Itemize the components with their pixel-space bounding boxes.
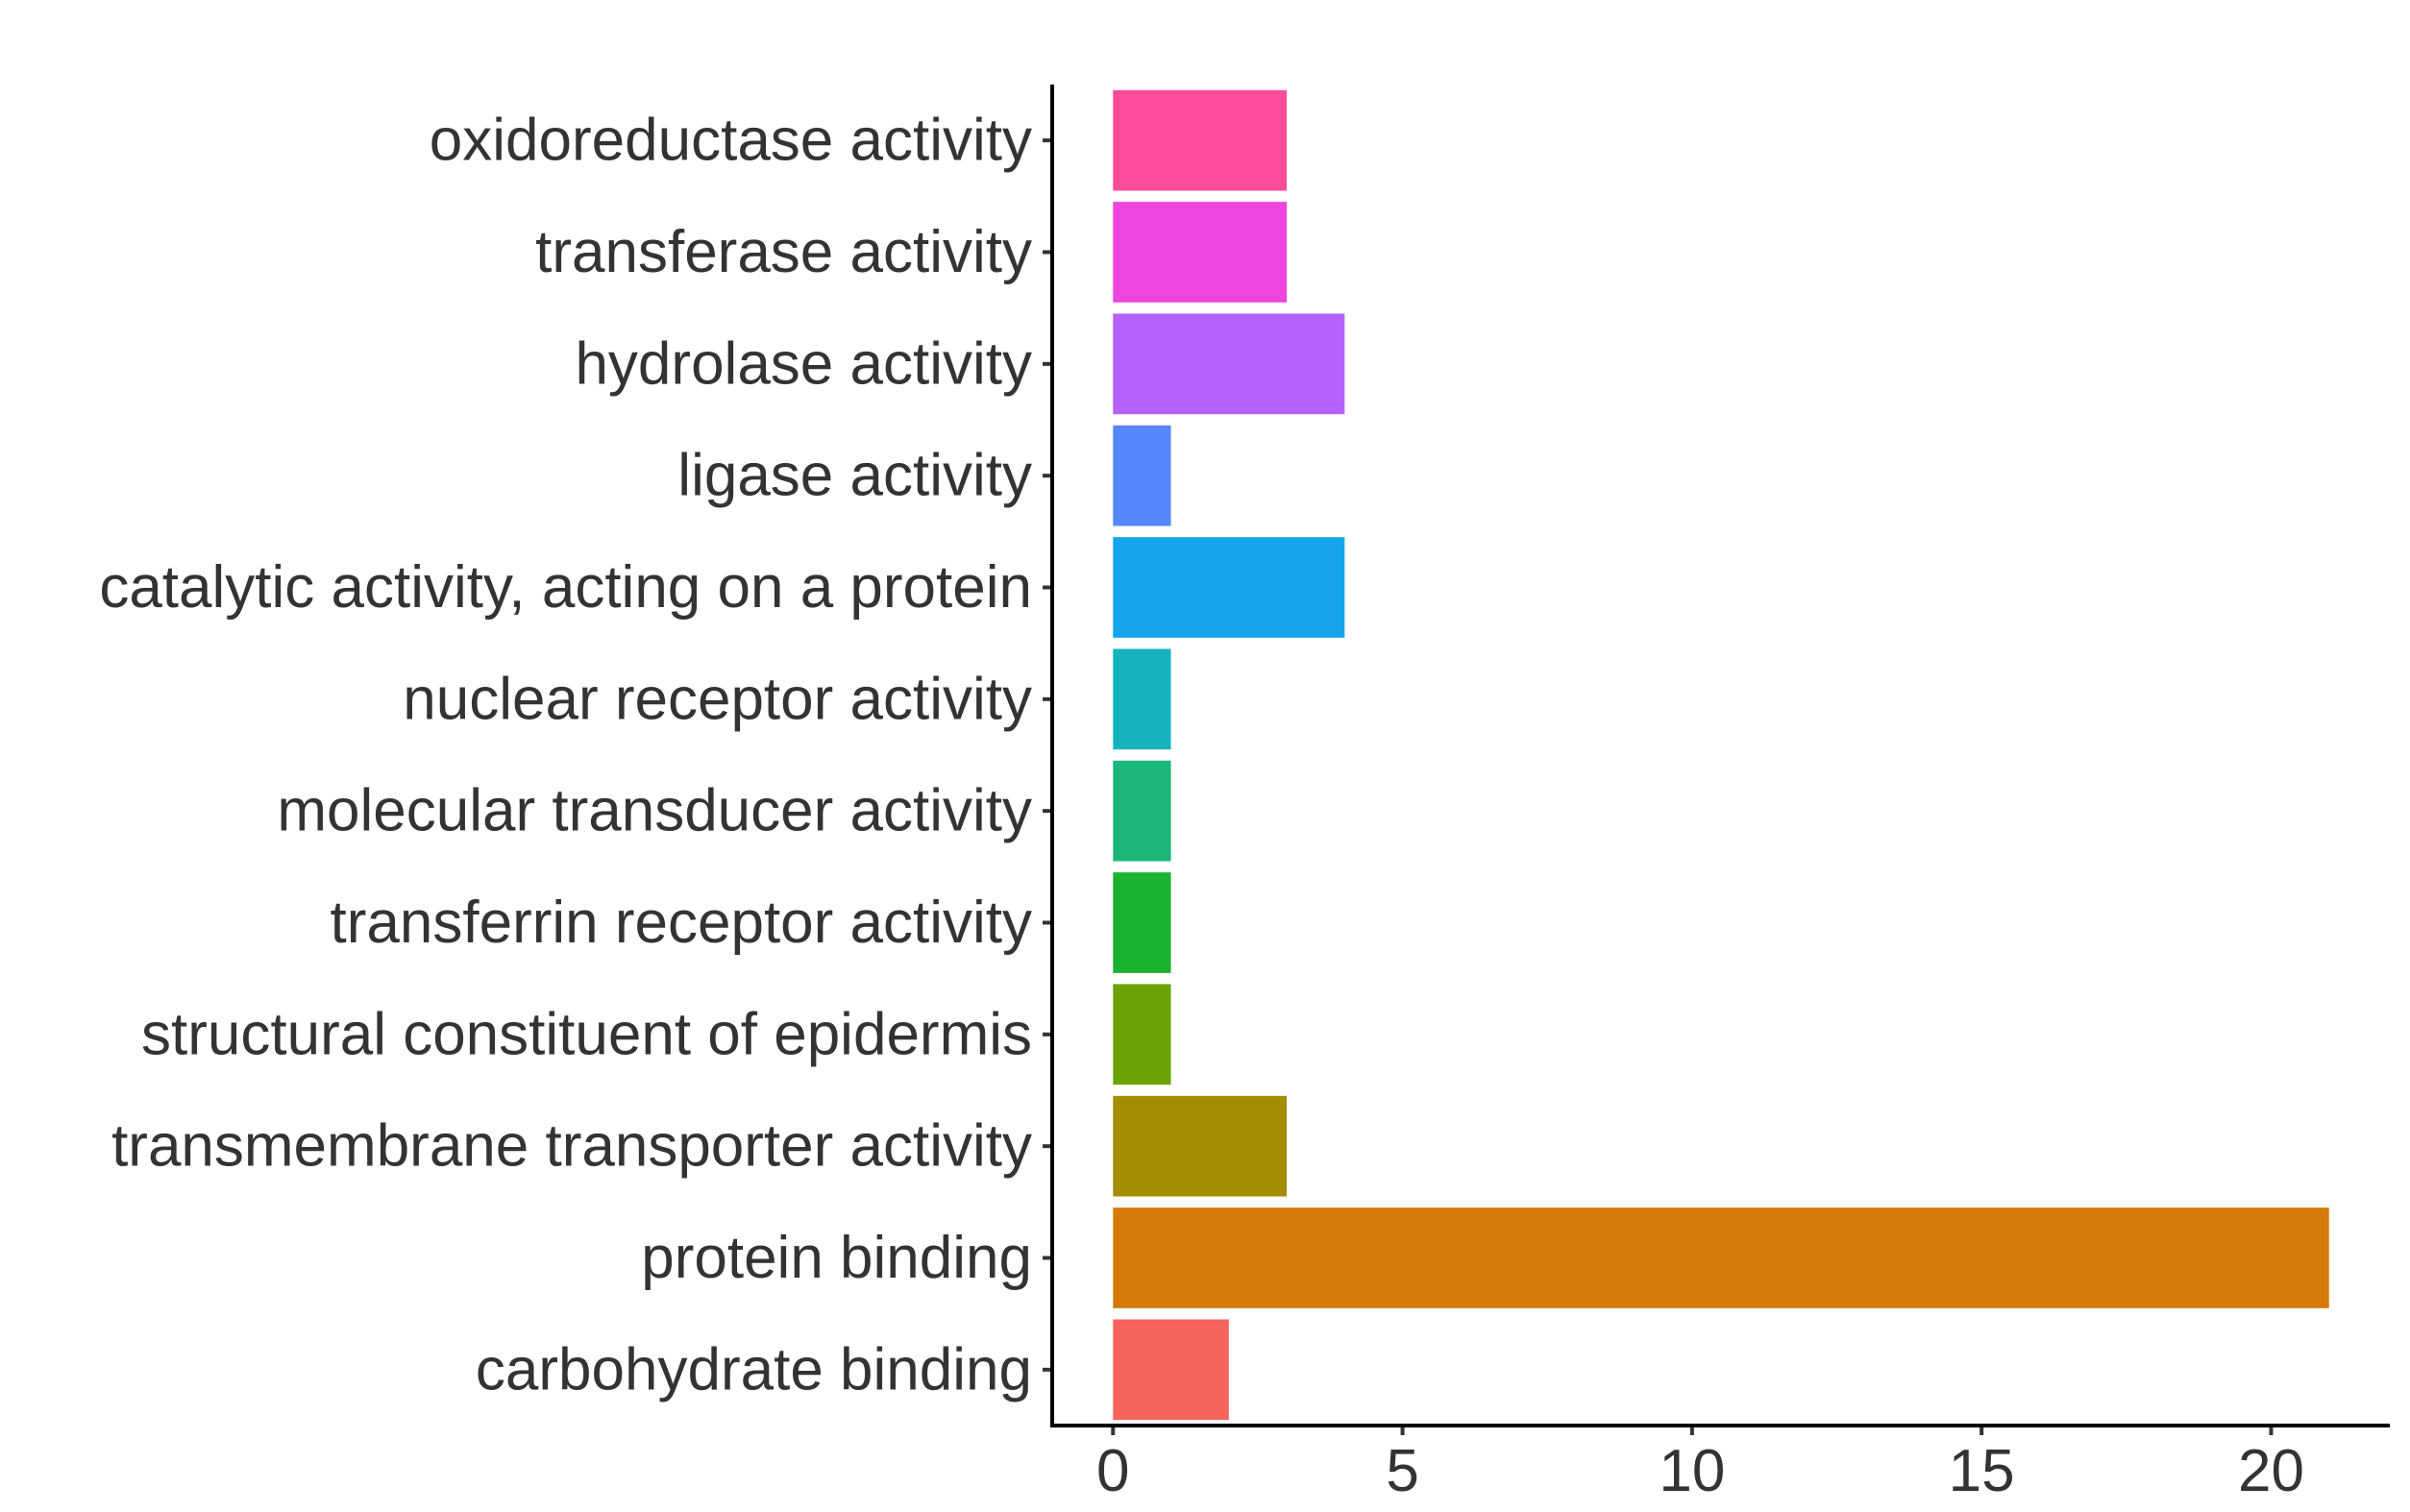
x-tick-label: 10 (1659, 1438, 1725, 1504)
category-label: nuclear receptor activity (403, 666, 1032, 732)
category-label: structural constituent of epidermis (141, 1001, 1032, 1067)
category-label: transmembrane transporter activity (111, 1113, 1032, 1180)
bars-group (1113, 89, 2329, 1421)
bar (1113, 984, 1171, 1085)
bar (1113, 89, 1288, 191)
bar (1113, 1095, 1288, 1197)
category-label: transferase activity (535, 219, 1032, 285)
bar (1113, 1319, 1229, 1421)
category-label: hydrolase activity (575, 330, 1032, 397)
x-ticks-group: 0 5 10 15 20 (1096, 1426, 2304, 1504)
category-label: ligase activity (677, 443, 1032, 509)
bar (1113, 1207, 2329, 1308)
x-tick-label: 0 (1096, 1438, 1129, 1504)
x-tick-label: 15 (1949, 1438, 2015, 1504)
bar (1113, 425, 1171, 526)
x-tick-label: 20 (2238, 1438, 2304, 1504)
category-labels-group: oxidoreductase activity transferase activ… (99, 108, 1032, 1403)
category-label: molecular transducer activity (277, 778, 1032, 844)
bar (1113, 648, 1171, 750)
bar (1113, 202, 1288, 303)
bar (1113, 760, 1171, 862)
bar (1113, 313, 1345, 415)
x-tick-label: 5 (1386, 1438, 1418, 1504)
category-label: protein binding (641, 1225, 1032, 1291)
category-label: oxidoreductase activity (430, 108, 1032, 174)
bar (1113, 872, 1171, 973)
bar (1113, 537, 1345, 638)
category-label: transferrin receptor activity (331, 890, 1032, 956)
category-label: catalytic activity, acting on a protein (99, 554, 1032, 621)
category-label: carbohydrate binding (476, 1336, 1032, 1402)
